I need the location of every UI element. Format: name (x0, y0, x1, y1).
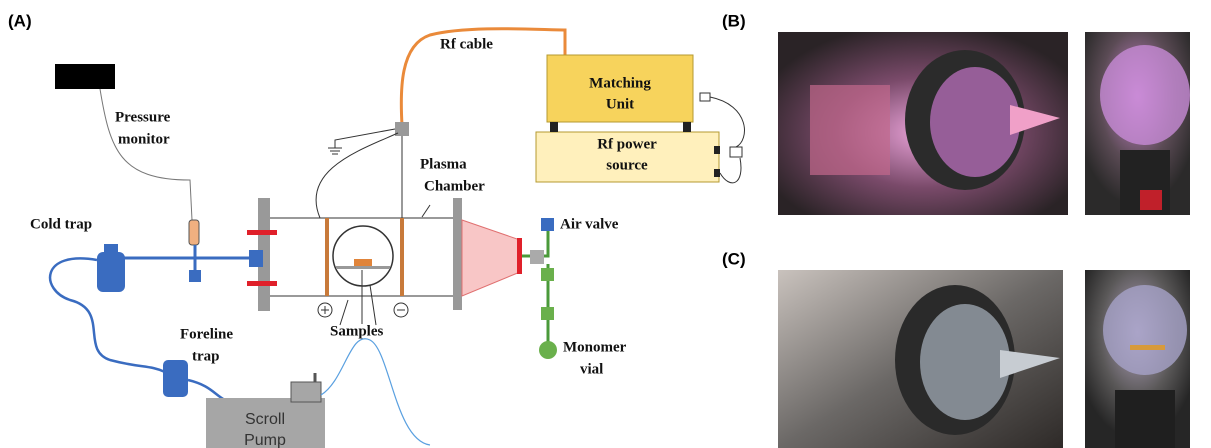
node-label: Monomer (563, 339, 627, 355)
node-label: Chamber (424, 178, 485, 194)
node-label: monitor (118, 131, 170, 147)
node-label: Samples (330, 323, 384, 339)
panel-label: (C) (722, 249, 746, 268)
photo (778, 270, 1063, 448)
photo (778, 32, 1068, 215)
node-label: source (606, 157, 648, 173)
node-label: Plasma (420, 156, 467, 172)
photo (1085, 32, 1190, 215)
node-label: Rf power (597, 136, 657, 152)
pressure-gauge (55, 64, 115, 89)
figure: (A) (B) (C) (0, 0, 1211, 448)
node-label: Unit (606, 96, 634, 112)
node-label: Cold trap (30, 216, 92, 232)
node-label: Pump (244, 432, 286, 448)
node-label: trap (192, 348, 220, 364)
node-label: Air valve (560, 216, 619, 232)
node-label: Rf cable (440, 36, 493, 52)
photo (1085, 270, 1190, 448)
panel-label: (B) (722, 11, 746, 30)
node-label: Pressure (115, 109, 171, 125)
panel-label: (A) (8, 11, 32, 30)
node-label: Matching (589, 75, 651, 91)
diagram (50, 29, 744, 448)
node-label: Foreline (180, 326, 233, 342)
node-label: Scroll (245, 411, 285, 428)
node-label: vial (580, 361, 603, 377)
